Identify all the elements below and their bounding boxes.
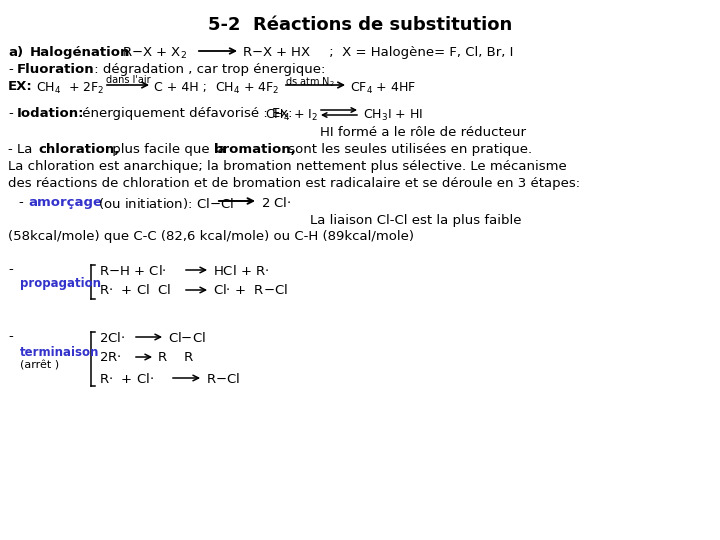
- Text: HCl + R$\cdot$: HCl + R$\cdot$: [213, 264, 269, 278]
- Text: 5-2  Réactions de substitution: 5-2 Réactions de substitution: [208, 16, 512, 34]
- Text: : dégradation , car trop énergique:: : dégradation , car trop énergique:: [90, 63, 325, 76]
- Text: Halogénation: Halogénation: [30, 46, 130, 59]
- Text: CH$_4$ + I$_2$: CH$_4$ + I$_2$: [265, 108, 318, 123]
- Text: (arrêt ): (arrêt ): [20, 360, 59, 370]
- Text: 2R$\cdot$: 2R$\cdot$: [99, 351, 122, 364]
- Text: CF$_4$ + 4HF: CF$_4$ + 4HF: [350, 81, 416, 96]
- Text: -: -: [18, 196, 23, 209]
- Text: 2Cl$\cdot$: 2Cl$\cdot$: [99, 331, 125, 345]
- Text: chloration,: chloration,: [38, 143, 120, 156]
- Text: La chloration est anarchique; la bromation nettement plus sélective. Le mécanism: La chloration est anarchique; la bromati…: [8, 160, 567, 173]
- Text: R$\cdot$  + Cl$\cdot$: R$\cdot$ + Cl$\cdot$: [99, 372, 154, 386]
- Text: -: -: [8, 63, 13, 76]
- Text: ds atm N$_2$: ds atm N$_2$: [285, 75, 335, 89]
- Text: (ou initiation): Cl$-$Cl: (ou initiation): Cl$-$Cl: [94, 196, 234, 211]
- Text: R$-$Cl: R$-$Cl: [206, 372, 240, 386]
- Text: EX:: EX:: [8, 80, 32, 93]
- Text: dans l'air: dans l'air: [106, 75, 150, 85]
- Text: -: -: [8, 263, 13, 276]
- Text: CH$_3$I + HI: CH$_3$I + HI: [363, 108, 423, 123]
- Text: CH$_4$  + 2F$_2$: CH$_4$ + 2F$_2$: [36, 81, 104, 96]
- Text: Cl$-$Cl: Cl$-$Cl: [168, 331, 206, 345]
- Text: plus facile que la: plus facile que la: [108, 143, 230, 156]
- Text: R$\cdot$  + Cl  Cl: R$\cdot$ + Cl Cl: [99, 283, 171, 297]
- Text: terminaison: terminaison: [20, 346, 99, 359]
- Text: C + 4H ;: C + 4H ;: [154, 81, 207, 94]
- Text: 2 Cl$\cdot$: 2 Cl$\cdot$: [261, 196, 292, 210]
- Text: amorçage: amorçage: [28, 196, 102, 209]
- Text: (58kcal/mole) que C-C (82,6 kcal/mole) ou C-H (89kcal/mole): (58kcal/mole) que C-C (82,6 kcal/mole) o…: [8, 230, 414, 243]
- Text: des réactions de chloration et de bromation est radicalaire et se déroule en 3 é: des réactions de chloration et de bromat…: [8, 177, 580, 190]
- Text: HI formé a le rôle de réducteur: HI formé a le rôle de réducteur: [320, 126, 526, 139]
- Text: R$-$X + HX: R$-$X + HX: [242, 46, 312, 59]
- Text: Cl$\cdot$ +  R$-$Cl: Cl$\cdot$ + R$-$Cl: [213, 283, 288, 297]
- Text: sont les seules utilisées en pratique.: sont les seules utilisées en pratique.: [284, 143, 532, 156]
- Text: -: -: [8, 330, 13, 343]
- Text: La liaison Cl-Cl est la plus faible: La liaison Cl-Cl est la plus faible: [310, 214, 521, 227]
- Text: R$-$X + X$_2$: R$-$X + X$_2$: [122, 46, 187, 61]
- Text: CH$_4$ + 4F$_2$: CH$_4$ + 4F$_2$: [215, 81, 279, 96]
- Text: Fluoration: Fluoration: [17, 63, 94, 76]
- Text: - La: - La: [8, 143, 37, 156]
- Text: R    R: R R: [158, 351, 193, 364]
- Text: bromation,: bromation,: [214, 143, 297, 156]
- Text: -: -: [8, 107, 13, 120]
- Text: a): a): [8, 46, 23, 59]
- Text: propagation: propagation: [20, 277, 101, 290]
- Text: ;  X = Halogène= F, Cl, Br, I: ; X = Halogène= F, Cl, Br, I: [325, 46, 513, 59]
- Text: énergiquement défavorisé : Ex:: énergiquement défavorisé : Ex:: [78, 107, 292, 120]
- Text: R$-$H + Cl$\cdot$: R$-$H + Cl$\cdot$: [99, 264, 166, 278]
- Text: Iodation:: Iodation:: [17, 107, 84, 120]
